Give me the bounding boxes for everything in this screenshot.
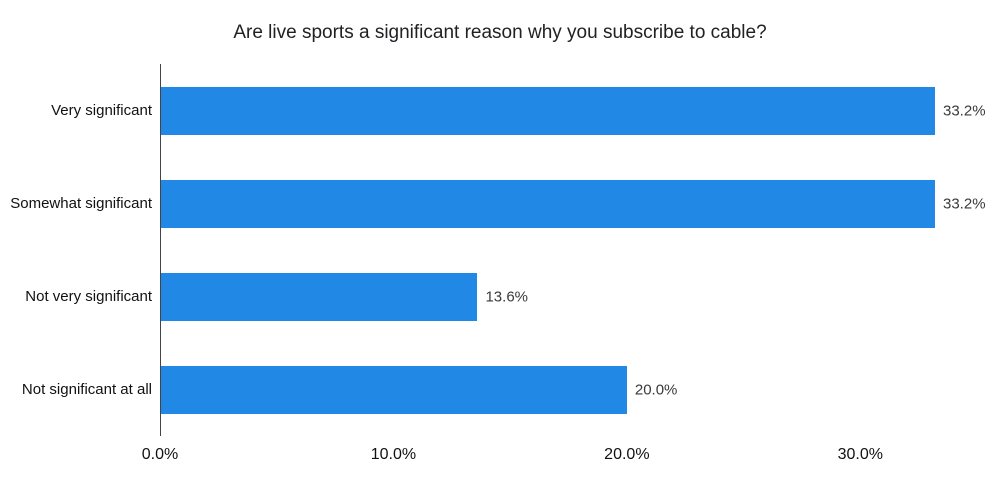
x-tick-label: 30.0%	[837, 446, 883, 463]
category-label: Not significant at all	[21, 381, 152, 398]
chart-title: Are live sports a significant reason why…	[233, 22, 767, 43]
bar-row: Very significant 33.2%	[0, 64, 1000, 157]
category-label: Somewhat significant	[10, 195, 152, 212]
bar-row: Not very significant 13.6%	[0, 250, 1000, 343]
x-tick-label: 20.0%	[604, 446, 650, 463]
category-label: Not very significant	[25, 288, 152, 305]
x-tick-label: 10.0%	[370, 446, 417, 463]
x-axis: 0.0% 10.0% 20.0% 30.0%	[142, 446, 935, 486]
bar	[160, 179, 935, 228]
x-tick-label: 0.0%	[141, 446, 179, 463]
bar	[160, 272, 478, 321]
bar-track: 33.2%	[160, 179, 986, 228]
bar-row: Somewhat significant 33.2%	[0, 157, 1000, 250]
category-label: Very significant	[51, 102, 152, 119]
bar-track: 20.0%	[160, 365, 935, 414]
bar-row: Not significant at all 20.0%	[0, 343, 1000, 436]
value-label: 13.6%	[485, 288, 529, 305]
bar-track: 13.6%	[160, 272, 935, 321]
bar	[160, 365, 627, 414]
bar-track: 33.2%	[160, 86, 986, 135]
plot-area: Very significant 33.2% Somewhat signific…	[0, 64, 1000, 486]
bar	[160, 86, 935, 135]
value-label: 33.2%	[943, 102, 986, 119]
value-label: 20.0%	[634, 381, 678, 398]
bar-rows: Very significant 33.2% Somewhat signific…	[0, 64, 1000, 436]
value-label: 33.2%	[943, 195, 986, 212]
